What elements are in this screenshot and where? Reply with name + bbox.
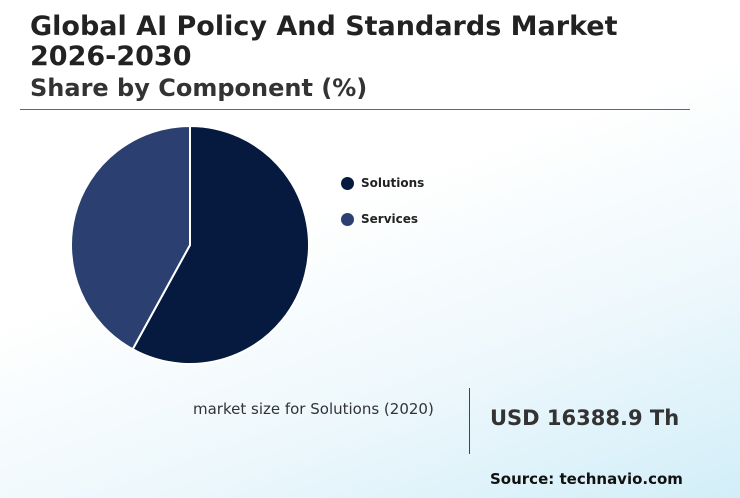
pie-chart	[70, 125, 310, 365]
legend-item-solutions[interactable]: Solutions	[341, 170, 424, 196]
legend-swatch-solutions	[341, 176, 354, 190]
stat-label: market size for Solutions (2020)	[193, 400, 434, 418]
legend-swatch-services	[341, 212, 354, 226]
stat-divider	[469, 388, 470, 454]
legend-label-services: Services	[361, 212, 419, 226]
pie-slice-solutions[interactable]	[131, 125, 310, 365]
chart-title: Global AI Policy And Standards Market 20…	[30, 11, 618, 72]
legend-label-solutions: Solutions	[361, 176, 425, 190]
pie-slice-services[interactable]	[70, 125, 191, 351]
chart-legend: Solutions Services	[341, 170, 424, 242]
header-divider	[20, 109, 690, 110]
source-credit: Source: technavio.com	[490, 470, 683, 488]
legend-item-services[interactable]: Services	[341, 206, 424, 232]
chart-subtitle: Share by Component (%)	[30, 74, 368, 102]
stat-value: USD 16388.9 Th	[490, 406, 680, 430]
